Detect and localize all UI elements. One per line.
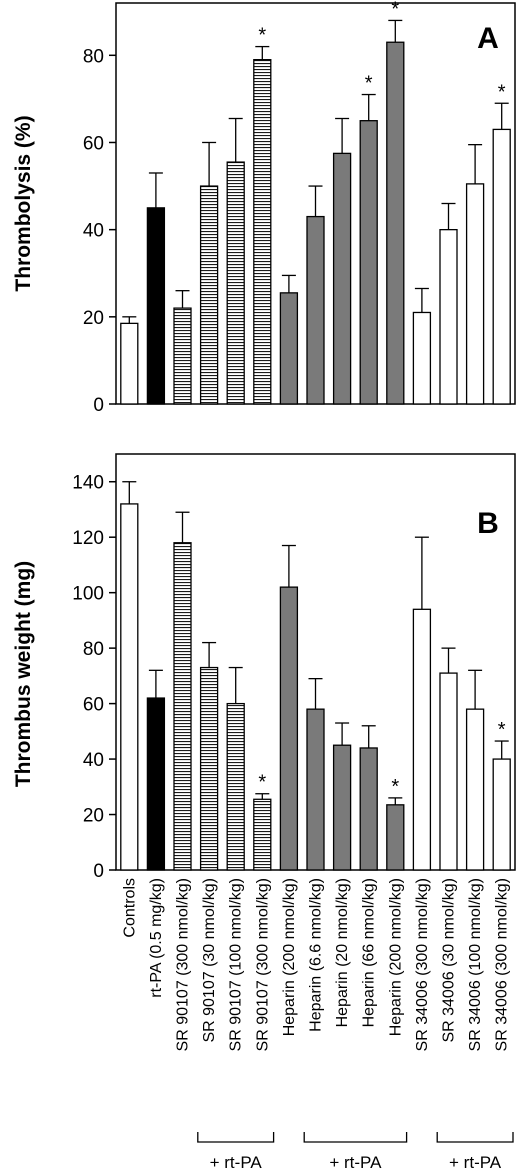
significance-star-a: *: [365, 73, 373, 95]
bar-b: [173, 542, 192, 871]
panel-label-b: B: [477, 507, 499, 540]
y-tick-label-b: 60: [83, 695, 104, 716]
y-axis-title-a: Thrombolysis (%): [12, 115, 35, 291]
bar-a: [120, 322, 139, 405]
bar-a: [332, 152, 352, 405]
bar-a: [173, 307, 192, 405]
bar-b: [226, 702, 245, 871]
group-label: + rt-PA: [329, 1153, 382, 1172]
significance-star-b: *: [391, 776, 399, 798]
y-tick-label-b: 100: [72, 584, 104, 605]
group-label: + rt-PA: [449, 1153, 502, 1172]
category-label: Heparin (66 nmol/kg): [361, 878, 378, 1027]
category-label: SR 34006 (300 nmol/kg): [494, 878, 511, 1051]
significance-star-a: *: [498, 81, 506, 103]
category-label: SR 90107 (300 nmol/kg): [254, 878, 271, 1051]
bar-b: [465, 708, 485, 871]
bar-a: [412, 311, 432, 405]
bar-b: [120, 503, 139, 871]
bar-b: [279, 586, 299, 871]
y-axis-title-b: Thrombus weight (mg): [12, 561, 35, 787]
y-tick-label-a: 20: [83, 308, 104, 329]
bar-b: [332, 744, 352, 871]
y-tick-label-b: 0: [93, 861, 104, 882]
y-tick-label-b: 40: [83, 750, 104, 771]
category-label: Heparin (200 nmol/kg): [387, 878, 404, 1036]
category-label: Heparin (20 nmol/kg): [334, 878, 351, 1027]
y-tick-label-b: 120: [72, 528, 104, 549]
y-tick-label-a: 60: [83, 133, 104, 154]
category-label: SR 34006 (300 nmol/kg): [414, 878, 431, 1051]
bar-a: [253, 59, 272, 405]
category-label: Controls: [121, 878, 138, 938]
bar-a: [386, 41, 405, 405]
bar-a: [465, 183, 485, 405]
bar-a: [146, 207, 166, 405]
category-label: SR 34006 (100 nmol/kg): [467, 878, 484, 1051]
bar-b: [439, 672, 458, 871]
bar-b: [359, 747, 378, 871]
bar-b: [412, 608, 432, 871]
panel-b: 0 20 40 60 80 100 120 140 Thrombus weight (mg) B *…: [12, 453, 516, 882]
group-bracket: [197, 1132, 275, 1143]
y-tick-label-a: 0: [93, 395, 104, 416]
panel-label-a: A: [477, 22, 499, 55]
category-label: SR 90107 (30 nmol/kg): [201, 878, 218, 1043]
bar-a: [199, 185, 219, 405]
category-label: Heparin (6.6 nmol/kg): [308, 878, 325, 1032]
bar-a: [279, 292, 299, 405]
bar-a: [359, 120, 378, 405]
bar-a: [306, 215, 325, 405]
y-tick-label-a: 80: [83, 46, 104, 67]
panel-a: 0 20 40 60 80 Thrombolysis (%) A * * * *: [12, 0, 516, 416]
group-bracket: [303, 1132, 408, 1143]
bar-b: [306, 708, 325, 871]
group-bracket: [436, 1132, 514, 1143]
bar-a: [439, 229, 458, 405]
group-label: + rt-PA: [210, 1153, 263, 1172]
category-label: SR 90107 (300 nmol/kg): [175, 878, 192, 1051]
y-tick-label-b: 140: [72, 473, 104, 494]
group-brackets: + rt-PA + rt-PA + rt-PA: [197, 1132, 514, 1172]
significance-star-a: *: [391, 0, 399, 20]
category-label: SR 90107 (100 nmol/kg): [228, 878, 245, 1051]
y-tick-label-b: 20: [83, 806, 104, 827]
bar-b: [199, 666, 219, 871]
bar-b: [146, 697, 166, 871]
bar-a: [492, 128, 511, 405]
bar-b: [492, 758, 511, 871]
y-tick-label-a: 40: [83, 221, 104, 242]
category-labels: Controls rt-PA (0.5 mg/kg) SR 90107 (300 n…: [121, 878, 510, 1051]
category-label: rt-PA (0.5 mg/kg): [148, 878, 165, 998]
bar-b: [386, 804, 405, 871]
significance-star-a: *: [258, 25, 266, 47]
significance-star-b: *: [258, 772, 266, 794]
category-label: Heparin (200 nmol/kg): [281, 878, 298, 1036]
bar-a: [226, 161, 245, 405]
significance-star-b: *: [498, 719, 506, 741]
y-tick-label-b: 80: [83, 639, 104, 660]
bar-b: [253, 798, 272, 871]
category-label: SR 34006 (30 nmol/kg): [441, 878, 458, 1043]
